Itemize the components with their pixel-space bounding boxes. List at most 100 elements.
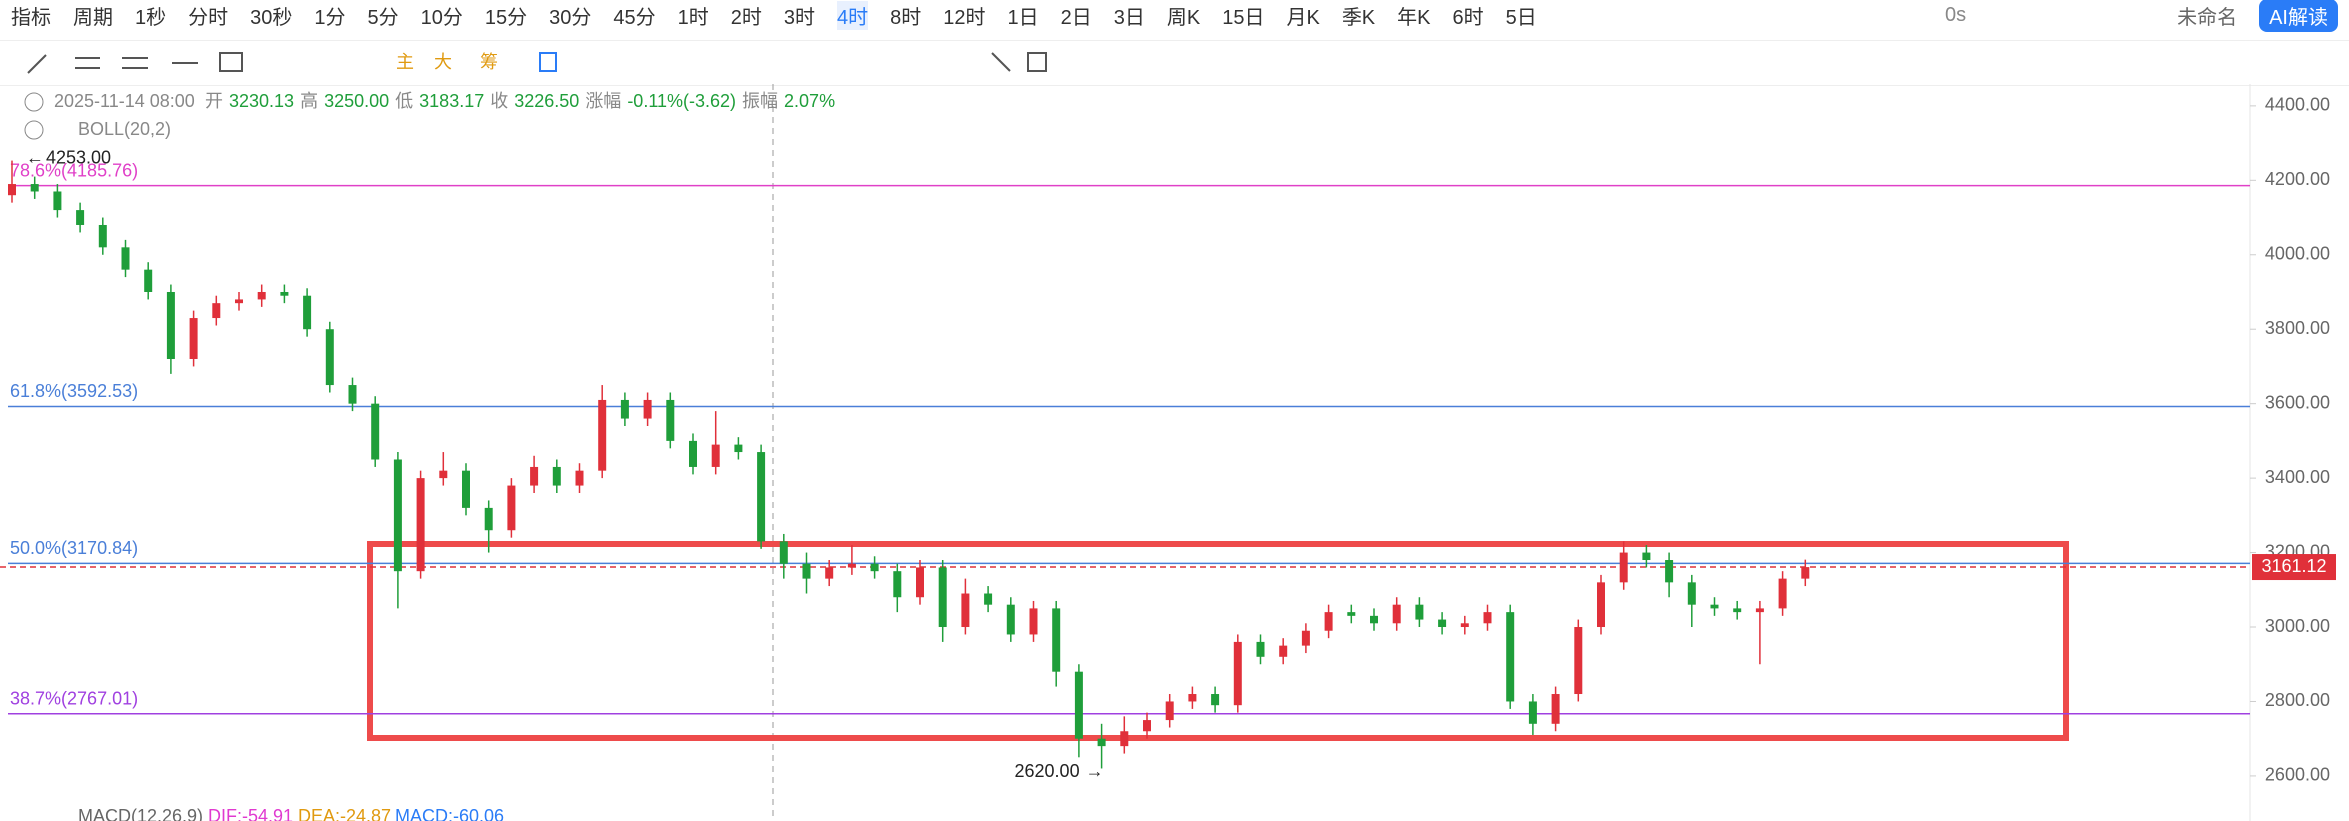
period-tab[interactable]: 30秒 [250,6,293,29]
max-label: 4253.00 [46,147,111,167]
timer: 0s [1944,3,1967,26]
period-tab[interactable]: 4时 [837,0,869,30]
period-tab[interactable]: 5分 [367,6,399,29]
candle-body [8,184,16,196]
info-date: 2025-11-14 08:00 [54,91,195,111]
tool-big[interactable]: 大 [434,52,452,72]
candle-body [1438,619,1447,628]
candle-body [598,399,607,471]
last-price-box [2252,554,2336,581]
candle-body [462,470,470,508]
candle-body [53,191,62,211]
period-tab[interactable]: 2时 [730,6,762,29]
macd-name: MACD(12,26,9) [78,806,203,821]
ai-button[interactable]: AI解读 [2259,0,2338,32]
candle-body [711,444,720,467]
candle-body [552,466,561,486]
candle-body [121,247,130,270]
candle-body [870,563,879,572]
info-high-label: 高 [300,91,318,111]
period-tab[interactable]: 月K [1286,6,1320,29]
candle-body [1801,567,1810,579]
period-tab[interactable]: 1秒 [135,6,167,29]
candle-body [1052,608,1061,672]
candle-body [371,403,380,460]
fib-label: 38.7%(2767.01) [10,688,138,708]
candle-body [1460,623,1469,628]
candle-body [802,563,811,579]
period-tab[interactable]: 季K [1341,6,1376,29]
candle-body [575,470,584,486]
candle-body [689,440,697,467]
period-tab[interactable]: 3日 [1113,6,1145,29]
max-arrow: ← [26,147,44,167]
y-tick-label: 4400.00 [2265,95,2330,115]
tool-chip[interactable]: 筹 [480,52,498,72]
period-tab[interactable]: 12时 [943,6,986,29]
info-open: 3230.13 [229,91,294,111]
candle-body [1642,552,1651,561]
candle-body [1370,615,1378,624]
period-tab[interactable]: 15日 [1222,6,1265,29]
candle-body [393,459,402,572]
candle-body [76,210,85,225]
info-change-label: 涨幅 [585,91,621,111]
period-button[interactable]: 周期 [73,6,113,29]
period-tab[interactable]: 1时 [677,6,709,29]
candle-body [189,318,198,359]
candle-body [1755,608,1764,613]
layout-name[interactable]: 未命名 [2177,6,2238,29]
candle-body [212,303,221,319]
candle-body [1687,582,1696,605]
collapse-icon[interactable] [24,92,44,112]
period-tab[interactable]: 分时 [188,6,229,29]
candle-body [1233,641,1242,706]
candle-body [643,399,652,419]
info-open-label: 开 [205,91,223,111]
period-tab[interactable]: 年K [1397,6,1431,29]
period-tab[interactable]: 15分 [484,6,528,29]
period-tab[interactable]: 2日 [1060,6,1092,29]
y-tick-label: 3800.00 [2265,318,2330,338]
period-tab[interactable]: 周K [1166,6,1201,29]
candle-body [1211,694,1220,706]
info-close: 3226.50 [514,91,579,111]
period-tab[interactable]: 30分 [549,6,592,29]
candle-body [1347,612,1356,616]
period-tab[interactable]: 10分 [420,6,463,29]
candle-body [416,478,425,572]
candle-body [1665,560,1674,583]
period-tab[interactable]: 1分 [314,6,346,29]
fib-label: 61.8%(3592.53) [10,381,138,401]
period-tab[interactable]: 5日 [1505,6,1537,29]
candle-body [303,295,312,330]
candle-body [348,385,357,404]
y-tick-label: 4200.00 [2265,169,2330,189]
candle-body [666,399,675,441]
indicator-button[interactable]: 指标 [11,6,51,29]
candle-body [1710,604,1719,609]
candle-body [1574,627,1583,695]
indicator-name: BOLL(20,2) [78,119,171,139]
period-tab[interactable]: 6时 [1452,6,1484,29]
fib-label: 78.6%(4185.76) [10,160,138,180]
candle-body [1165,701,1174,721]
fib-label: 50.0%(3170.84) [10,538,138,558]
collapse-icon[interactable] [24,120,44,140]
period-tab[interactable]: 8时 [890,6,922,29]
candle-body [1506,612,1515,702]
candle-body [1324,612,1333,631]
period-tab[interactable]: 1日 [1007,6,1039,29]
candle-body [1029,608,1038,635]
candle-body [1551,694,1560,724]
macd-value: MACD:-60.06 [395,806,504,821]
tool-main[interactable]: 主 [396,52,414,72]
period-tab[interactable]: 3时 [783,6,815,29]
candle-body [961,593,970,628]
drawing-tools: 主 大 筹 [0,40,2349,86]
period-tab[interactable]: 45分 [613,6,656,29]
last-price-label: 3161.12 [2261,556,2326,576]
candle-body [257,291,266,300]
chart: 2025-11-14 08:00 开 3230.13 高 3250.00 低 3183.1… [0,84,2336,821]
candle-body [984,593,993,605]
